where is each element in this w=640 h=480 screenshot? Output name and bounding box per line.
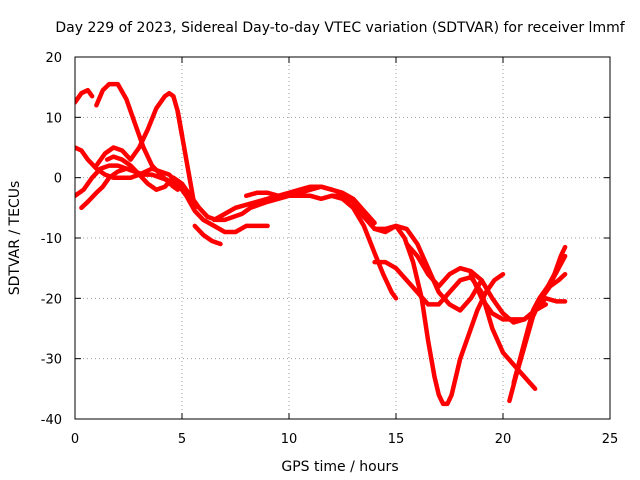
y-tick-label: -40: [41, 413, 62, 428]
x-tick-label: 15: [388, 432, 405, 447]
series-line-track-8: [175, 109, 198, 211]
x-axis-label: GPS time / hours: [281, 459, 398, 475]
series-line-track-10: [211, 184, 377, 226]
y-tick-label: 20: [45, 51, 62, 66]
series-line-track-12: [329, 193, 399, 301]
x-tick-label: 25: [602, 432, 619, 447]
series-line-track-1: [75, 87, 95, 105]
y-tick-label: 0: [54, 172, 62, 187]
series-line-track-14: [372, 259, 538, 392]
grid-lines: [75, 57, 610, 419]
y-tick-label: -20: [41, 292, 62, 307]
series-line-track-2: [75, 145, 270, 235]
axis-ticks: 0 5 10 15 20 25 -40 -30 -20 -10 0 10 20: [41, 51, 619, 447]
series-line-track-7: [94, 90, 185, 168]
chart-title: Day 229 of 2023, Sidereal Day-to-day VTE…: [55, 20, 625, 36]
series-line-track-17: [507, 271, 568, 404]
x-tick-label: 10: [281, 432, 298, 447]
series-line-track-19: [532, 244, 568, 313]
data-series: [75, 81, 568, 407]
x-tick-label: 20: [495, 432, 512, 447]
x-tick-label: 5: [178, 432, 186, 447]
series-line-track-9: [192, 223, 223, 247]
y-tick-label: 10: [45, 111, 62, 126]
series-line-track-13: [361, 211, 506, 407]
y-axis-label: SDTVAR / TECUs: [7, 181, 23, 296]
series-line-track-5: [79, 166, 142, 211]
y-tick-label: -30: [41, 353, 62, 368]
y-tick-label: -10: [41, 232, 62, 247]
x-tick-label: 0: [71, 432, 79, 447]
